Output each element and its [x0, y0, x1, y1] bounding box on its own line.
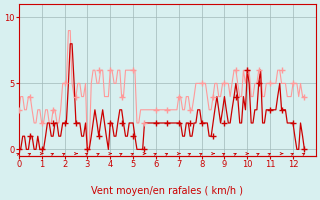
X-axis label: Vent moyen/en rafales ( km/h ): Vent moyen/en rafales ( km/h ) — [91, 186, 243, 196]
